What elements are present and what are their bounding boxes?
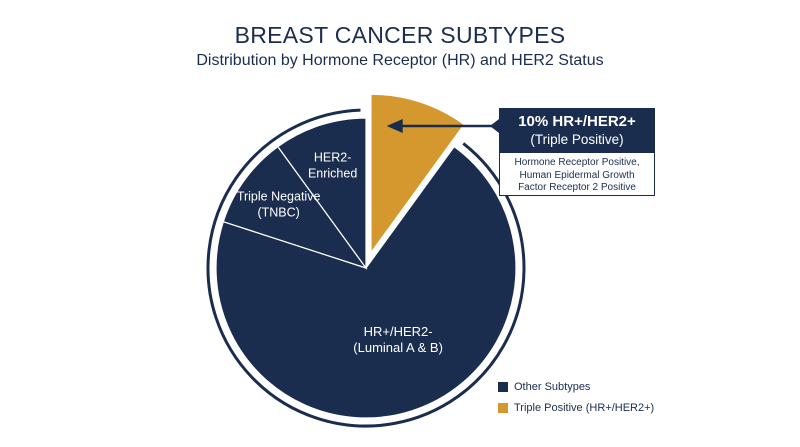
legend-label: Other Subtypes	[514, 380, 591, 393]
callout-description-line: Hormone Receptor Positive,	[514, 157, 640, 168]
pie-slice	[222, 145, 368, 270]
legend-swatch	[498, 381, 508, 392]
slice-label: HER2-	[314, 150, 352, 164]
callout-description-line: Human Epidermal Growth	[519, 169, 635, 181]
slice-label: HR+/HER2-	[364, 324, 433, 339]
slice-label: Triple Negative	[237, 190, 321, 204]
slice-label: (Luminal A & B)	[353, 340, 443, 355]
callout-notch	[490, 119, 499, 133]
callout-subtitle: (Triple Positive)	[530, 132, 624, 147]
legend-label: Triple Positive (HR+/HER2+)	[514, 401, 655, 414]
legend-item-other: Other Subtypes	[498, 376, 654, 397]
callout-header: 10% HR+/HER2+ (Triple Positive)	[500, 109, 654, 153]
pie-slice	[215, 145, 517, 419]
callout-percent: 10% HR+/HER2+	[518, 113, 636, 130]
pie-slice	[276, 117, 367, 270]
chart-title: BREAST CANCER SUBTYPES	[234, 22, 566, 48]
legend-swatch	[498, 402, 508, 413]
callout-description: Hormone Receptor Positive, Human Epiderm…	[500, 153, 654, 195]
slice-label: (TNBC)	[257, 206, 299, 220]
callout-description-line: Factor Receptor 2 Positive	[518, 182, 636, 193]
pie-slice	[371, 94, 464, 251]
slice-label: Enriched	[308, 166, 357, 180]
legend-item-triple-positive: Triple Positive (HR+/HER2+)	[498, 397, 654, 418]
legend: Other Subtypes Triple Positive (HR+/HER2…	[498, 376, 654, 418]
chart-subtitle: Distribution by Hormone Receptor (HR) an…	[196, 52, 604, 69]
callout-arrow-head	[386, 119, 403, 133]
pie-outer-ring	[206, 108, 526, 428]
callout-box: 10% HR+/HER2+ (Triple Positive) Hormone …	[499, 108, 655, 196]
